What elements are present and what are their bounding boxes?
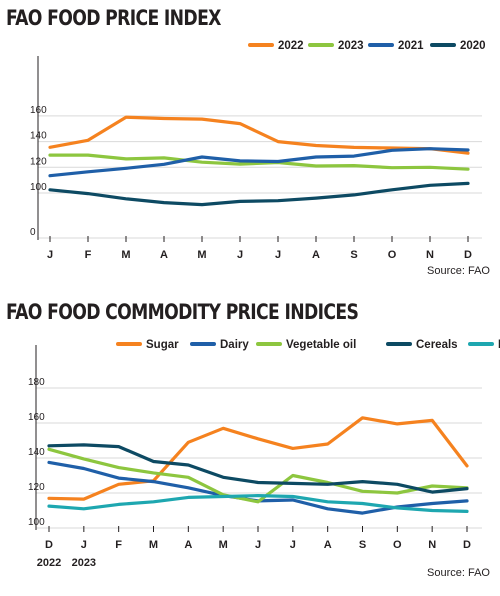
series-line-cereals — [47, 443, 469, 494]
y-tick-label: 140 — [28, 447, 45, 458]
legend-label: Meat — [498, 339, 500, 351]
x-tick-label: J — [290, 539, 296, 551]
y-tick-label: 140 — [30, 131, 47, 142]
legend-label: 2020 — [460, 40, 486, 52]
x-tick-label: A — [184, 539, 192, 551]
legend-label: 2021 — [398, 40, 424, 52]
x-tick-label: F — [85, 249, 92, 261]
series-line-vegetable-oil — [47, 447, 469, 504]
x-tick-label: J — [237, 249, 243, 261]
x-tick-label: J — [81, 539, 87, 551]
x-tick-label: J — [275, 249, 281, 261]
series-line-2020 — [48, 181, 470, 207]
legend-label: Sugar — [146, 339, 179, 351]
x-tick-label: M — [197, 249, 206, 261]
chart1-plot: 0 100 120 140 160 J F M A M J J A S O N D 2022 2023 2021 202… — [30, 40, 486, 261]
x-tick-label: F — [115, 539, 122, 551]
series-line-sugar — [47, 416, 469, 501]
chart1-title: FAO FOOD PRICE INDEX — [6, 6, 221, 30]
y-tick-label: 120 — [30, 156, 47, 167]
legend-label: Cereals — [416, 339, 458, 351]
x-tick-label: J — [47, 249, 53, 261]
y-tick-label: 180 — [28, 377, 45, 388]
x-tick-label: N — [426, 249, 434, 261]
y-tick-label: 160 — [30, 105, 47, 116]
x-tick-label: A — [160, 249, 168, 261]
y-tick-label: 100 — [28, 517, 45, 528]
x-tick-label: D — [464, 249, 472, 261]
series-line-meat — [47, 494, 469, 513]
legend-label: Dairy — [220, 339, 249, 351]
chart2-source: Source: FAO — [427, 567, 490, 579]
y-tick-label: 120 — [28, 482, 45, 493]
y-tick-label: 160 — [28, 412, 45, 423]
x-tick-label: A — [324, 539, 332, 551]
x-tick-label: D — [45, 539, 53, 551]
legend-label: 2022 — [278, 40, 304, 52]
legend-label: Vegetable oil — [286, 339, 356, 351]
x-tick-label: S — [359, 539, 366, 551]
chart1-source: Source: FAO — [427, 265, 490, 277]
legend-label: 2023 — [338, 40, 364, 52]
x-tick-label: D — [463, 539, 471, 551]
x-tick-label: A — [312, 249, 320, 261]
x-tick-label: O — [393, 539, 402, 551]
series-line-2023 — [48, 153, 470, 171]
y-tick-label: 0 — [30, 227, 36, 238]
x-tick-label: S — [350, 249, 357, 261]
x-year-label: 2023 — [72, 557, 96, 569]
x-tick-label: N — [428, 539, 436, 551]
x-tick-label: O — [388, 249, 397, 261]
x-tick-label: M — [149, 539, 158, 551]
series-line-2021 — [48, 147, 470, 178]
series-line-2022 — [48, 115, 470, 155]
x-year-label: 2022 — [37, 557, 61, 569]
x-tick-label: M — [219, 539, 228, 551]
x-tick-label: J — [255, 539, 261, 551]
y-tick-label: 100 — [30, 182, 47, 193]
chart2-title: FAO FOOD COMMODITY PRICE INDICES — [6, 300, 359, 324]
x-tick-label: M — [121, 249, 130, 261]
